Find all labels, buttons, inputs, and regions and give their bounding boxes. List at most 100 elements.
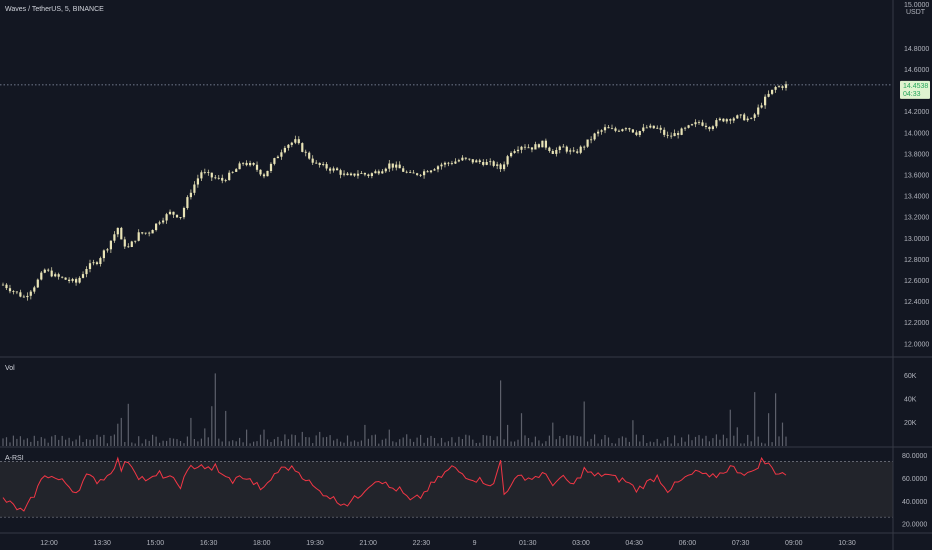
volume-bar — [667, 437, 669, 446]
candle-body — [33, 287, 36, 292]
candle-body — [123, 239, 126, 247]
candle-body — [235, 169, 238, 172]
volume-bar — [479, 442, 481, 446]
candle-body — [461, 157, 464, 161]
volume-bar — [604, 435, 606, 446]
volume-bar — [346, 435, 349, 446]
candle-body — [172, 211, 175, 215]
candle-body — [29, 291, 32, 296]
volume-bar — [30, 441, 32, 446]
volume-bar — [649, 441, 651, 446]
candle-body — [621, 129, 624, 132]
time-tick-label: 12:00 — [40, 540, 58, 547]
candle-body — [224, 180, 227, 181]
volume-bar — [228, 441, 230, 446]
candle-body — [255, 164, 259, 170]
candle-body — [158, 222, 161, 224]
volume-bar — [159, 442, 161, 446]
candle-body — [558, 146, 561, 150]
volume-bar — [618, 438, 620, 446]
rsi-tick-label: 80.0000 — [902, 453, 927, 460]
candle-body — [551, 151, 554, 154]
volume-bar — [653, 442, 655, 446]
candle-body — [450, 163, 453, 164]
candle-body — [88, 263, 92, 269]
rsi-pane[interactable]: A-RSI — [0, 455, 893, 518]
volume-bar — [646, 443, 648, 446]
volume-bar — [75, 439, 77, 446]
volume-bar — [99, 436, 101, 446]
volume-bar — [433, 438, 436, 446]
candle-body — [217, 177, 220, 179]
candle-body — [659, 127, 662, 130]
candle-body — [276, 156, 279, 159]
candle-body — [600, 130, 603, 132]
candle-body — [50, 270, 53, 277]
volume-bar — [729, 409, 731, 446]
price-axis[interactable]: 15.0000 USDT 14.800014.600014.400014.200… — [900, 2, 930, 348]
volume-bar — [413, 441, 415, 446]
time-tick-label: 01:30 — [519, 540, 537, 547]
candle-body — [471, 159, 474, 163]
volume-bar — [601, 439, 603, 446]
candle-body — [405, 171, 408, 173]
time-axis[interactable]: 12:00 13:30 15:00 16:30 18:00 19:30 21:00 22:30… — [40, 540, 856, 547]
volume-bar — [465, 434, 467, 446]
volume-bar — [583, 401, 585, 446]
volume-pane[interactable]: Vol — [2, 365, 787, 446]
volume-bar — [127, 403, 129, 446]
volume-bar — [207, 437, 209, 446]
volume-bar — [235, 441, 237, 446]
candle-body — [102, 250, 105, 259]
time-tick-label: 21:00 — [359, 540, 377, 547]
candle-body — [697, 122, 701, 123]
rsi-tick-label: 20.0000 — [902, 522, 927, 529]
volume-bar — [754, 392, 756, 446]
candle-body — [760, 105, 763, 108]
volume-bar — [559, 436, 561, 446]
candle-body — [440, 164, 443, 167]
volume-bar — [538, 440, 540, 446]
volume-tick-label: 60K — [904, 373, 917, 380]
volume-bar — [416, 437, 418, 446]
candle-body — [99, 258, 102, 264]
volume-bar — [96, 434, 98, 446]
candle-body — [423, 171, 426, 176]
volume-bar — [597, 443, 599, 446]
candle-body — [757, 107, 760, 115]
volume-bar — [364, 424, 366, 446]
volume-bar — [280, 441, 282, 446]
candle-body — [203, 172, 206, 173]
time-tick-label: 18:00 — [253, 540, 271, 547]
candle-body — [113, 234, 116, 241]
candle-body — [329, 168, 332, 171]
volume-bar — [357, 441, 359, 446]
rsi-title: A-RSI — [5, 455, 24, 462]
volume-bar — [674, 435, 676, 446]
candle-body — [677, 133, 680, 135]
volume-bar — [555, 439, 557, 446]
volume-bar — [329, 435, 331, 446]
candle-body — [656, 127, 659, 129]
volume-bar — [193, 439, 195, 446]
candle-body — [245, 162, 248, 166]
volume-bar — [103, 434, 105, 446]
volume-bar — [214, 373, 216, 446]
price-pane[interactable]: Waves / TetherUS, 5, BINANCE — [0, 6, 893, 301]
candle-body — [395, 164, 398, 168]
candle-body — [496, 164, 499, 166]
time-tick-label: 16:30 — [200, 540, 218, 547]
volume-bar — [172, 438, 175, 446]
candle-body — [297, 139, 300, 144]
volume-bar — [2, 438, 4, 446]
volume-bar — [447, 441, 449, 446]
volume-bar — [155, 436, 157, 446]
volume-bar — [569, 435, 571, 446]
volume-bar — [388, 429, 390, 446]
volume-bar — [726, 438, 728, 446]
volume-bar — [541, 443, 543, 446]
volume-bar — [768, 413, 770, 446]
candle-body — [541, 140, 544, 148]
volume-bar — [246, 429, 248, 446]
